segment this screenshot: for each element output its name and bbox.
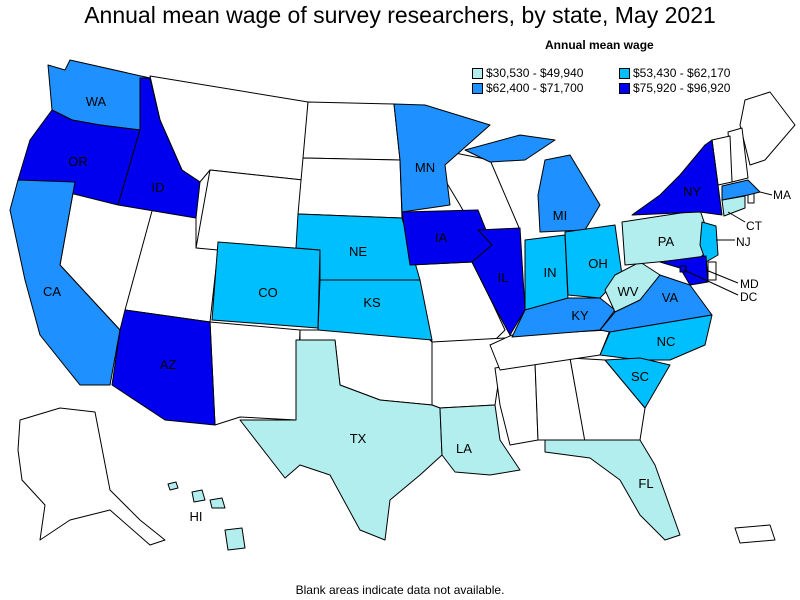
legend-item-3: $62,400 - $71,700 (472, 81, 583, 95)
label-PA: PA (658, 234, 675, 249)
territory-PR[interactable] (734, 524, 776, 544)
leader-MA (759, 191, 773, 196)
legend-swatch-2 (619, 67, 630, 79)
label-KY: KY (571, 308, 589, 323)
label-NJ: NJ (736, 235, 751, 249)
legend-item-2: $53,430 - $62,170 (619, 66, 730, 80)
label-CO: CO (258, 285, 278, 300)
state-SC[interactable] (604, 357, 671, 409)
state-DC[interactable] (679, 265, 687, 273)
label-NY: NY (683, 184, 701, 199)
label-FL: FL (638, 476, 653, 491)
legend-swatch-4 (619, 82, 630, 94)
legend-label-2: $53,430 - $62,170 (633, 66, 731, 80)
label-CT: CT (746, 219, 763, 233)
label-DC: DC (740, 290, 758, 304)
data-states (9, 59, 761, 551)
label-OR: OR (68, 154, 88, 169)
legend-swatch-1 (472, 67, 483, 79)
label-CA: CA (43, 284, 61, 299)
state-TX[interactable] (239, 339, 443, 541)
footnote: Blank areas indicate data not available. (295, 583, 505, 597)
state-MS[interactable] (494, 361, 539, 446)
label-MD: MD (740, 277, 759, 291)
legend-swatch-3 (472, 82, 483, 94)
label-KS: KS (363, 295, 381, 310)
leader-DC (683, 269, 739, 296)
state-NY[interactable] (631, 139, 723, 216)
label-ID: ID (152, 180, 165, 195)
label-IN: IN (544, 265, 557, 280)
label-OH: OH (588, 256, 608, 271)
leader-CT (727, 211, 746, 223)
state-GA[interactable] (569, 357, 646, 443)
state-MI-upper[interactable] (464, 134, 556, 163)
label-VA: VA (662, 290, 679, 305)
state-AZ[interactable] (111, 309, 216, 426)
state-HI-4[interactable] (224, 527, 246, 551)
state-MA[interactable] (721, 179, 761, 201)
state-FL[interactable] (544, 439, 681, 541)
state-SD[interactable] (297, 157, 403, 219)
state-IL[interactable] (471, 227, 526, 336)
state-HI-3[interactable] (209, 497, 226, 509)
label-WA: WA (86, 94, 107, 109)
label-IA: IA (435, 230, 448, 245)
label-SC: SC (631, 369, 649, 384)
state-NJ[interactable] (699, 221, 719, 263)
state-AK[interactable] (17, 407, 166, 546)
label-IL: IL (498, 270, 509, 285)
state-ME[interactable] (739, 91, 796, 166)
label-MN: MN (415, 160, 435, 175)
label-TX: TX (350, 431, 367, 446)
state-HI-1[interactable] (167, 481, 179, 491)
label-AZ: AZ (160, 357, 177, 372)
legend-label-1: $30,530 - $49,940 (486, 66, 584, 80)
state-KS[interactable] (317, 279, 433, 341)
state-LA[interactable] (439, 404, 521, 476)
label-LA: LA (456, 441, 472, 456)
state-NM[interactable] (209, 321, 301, 426)
leader-MD (705, 269, 739, 284)
label-HI: HI (190, 509, 203, 524)
state-DE[interactable] (707, 261, 717, 281)
state-ND[interactable] (302, 101, 401, 161)
label-MI: MI (553, 208, 567, 223)
label-MA: MA (773, 188, 791, 202)
state-ID[interactable] (117, 77, 201, 219)
label-NC: NC (657, 334, 676, 349)
state-CA[interactable] (9, 179, 121, 386)
legend-item-1: $30,530 - $49,940 (472, 66, 583, 80)
state-HI-2[interactable] (191, 489, 206, 503)
legend-label-3: $62,400 - $71,700 (486, 81, 584, 95)
map-title: Annual mean wage of survey researchers, … (84, 2, 716, 28)
label-NE: NE (349, 244, 367, 259)
state-MN[interactable] (393, 103, 491, 213)
state-MI[interactable] (537, 154, 601, 233)
legend-title: Annual mean wage (545, 38, 654, 52)
label-WV: WV (618, 284, 639, 299)
legend-item-4: $75,920 - $96,920 (619, 81, 730, 95)
legend-label-4: $75,920 - $96,920 (633, 81, 731, 95)
